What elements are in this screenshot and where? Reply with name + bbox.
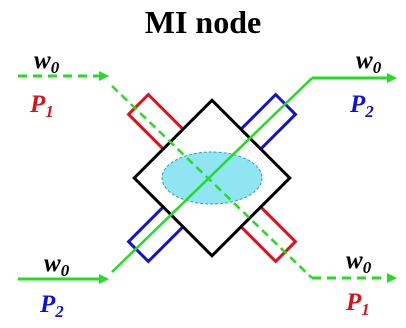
wave-label-bottom-left: w0: [44, 250, 70, 280]
port-label-top-left: P1: [29, 91, 54, 121]
diagram-title: MI node: [145, 4, 261, 40]
port-label-bottom-right: P1: [345, 289, 370, 319]
port-label-bottom-left: P2: [39, 291, 64, 321]
p2-propagation-guide: [111, 77, 313, 273]
wave-label-top-left: w0: [34, 47, 60, 77]
interference-region: [161, 151, 263, 205]
port-label-top-right: P2: [349, 91, 374, 121]
wave-label-bottom-right: w0: [346, 247, 372, 277]
wave-label-top-right: w0: [356, 47, 382, 77]
p1-propagation-guide: [111, 85, 313, 279]
